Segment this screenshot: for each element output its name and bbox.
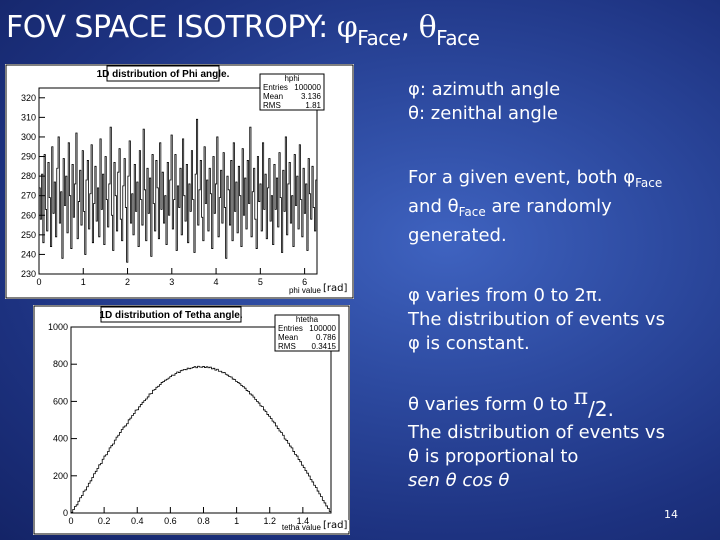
title-sub-face-2: Face	[436, 26, 480, 50]
paragraph-phi-range: φ varies from 0 to 2π. The distribution …	[408, 284, 665, 356]
theta-x-tick-label: 0.4	[131, 516, 144, 526]
theta-histogram-panel: 1D distribution of Tetha angle. 0 200 400 60…	[33, 305, 350, 535]
phi-x-tick-label: 5	[258, 277, 263, 287]
page-number: 14	[664, 508, 678, 521]
p1-line2: and θFace are randomly	[408, 195, 662, 224]
phi-y-tick-label: 320	[21, 93, 36, 103]
theta-frame	[33, 305, 350, 535]
phi-chart-title: 1D distribution of Phi angle.	[97, 69, 230, 80]
p1-phi: φ	[623, 167, 636, 188]
p2-line2: The distribution of events vs	[408, 309, 665, 330]
phi-histogram-panel: 1D distribution of Phi angle. 230 240 250 26…	[5, 64, 354, 299]
phi-title-box	[106, 65, 220, 82]
theta-stats-box	[274, 314, 340, 352]
theta-y-tick-label: 800	[53, 359, 68, 369]
p3-pi: π	[573, 385, 589, 410]
theta-x-tick-label: 1.2	[263, 516, 276, 526]
p3-line1: θ varies form 0 to π/2.	[408, 385, 665, 422]
phi-histogram-series	[38, 118, 318, 274]
phi-y-tick-label: 230	[21, 269, 36, 279]
title-sep: ,	[400, 10, 419, 45]
p1-sub-face-2: Face	[458, 205, 486, 219]
phi-y-tick-label: 250	[21, 230, 36, 240]
title-sub-face-1: Face	[357, 26, 401, 50]
phi-x-tick-label: 0	[36, 277, 41, 287]
theta-stats-key: Entries	[278, 324, 303, 333]
theta-y-tick-label: 1000	[48, 322, 68, 332]
p3-denominator: /2.	[588, 397, 614, 421]
phi-stats-value: 3.136	[301, 92, 322, 101]
phi-y-tick-label: 270	[21, 191, 36, 201]
phi-x-tick-label: 1	[81, 277, 86, 287]
phi-x-axis-label: phi value	[289, 286, 322, 295]
phi-x-tick-label: 2	[125, 277, 130, 287]
theta-histogram-chart: 1D distribution of Tetha angle. 0 200 400 60…	[33, 305, 350, 535]
phi-y-tick-label: 260	[21, 210, 36, 220]
theta-y-tick-label: 400	[53, 434, 68, 444]
theta-y-tick-label: 600	[53, 396, 68, 406]
phi-y-tick-label: 290	[21, 152, 36, 162]
phi-definition: φ: azimuth angle	[408, 79, 561, 100]
theta-stats-key: RMS	[278, 342, 296, 351]
paragraph-theta-range: θ varies form 0 to π/2. The distribution…	[408, 386, 665, 493]
p1-sub-face-1: Face	[635, 176, 663, 190]
p3-line3: θ is proportional to	[408, 446, 579, 467]
theta-rad-unit: [rad]	[321, 520, 350, 531]
theta-stats-name: htetha	[296, 315, 319, 324]
phi-stats-key: Entries	[263, 83, 288, 92]
p1-line3: generated.	[408, 225, 507, 246]
p3-line2: The distribution of events vs	[408, 422, 665, 443]
title-main: FOV SPACE ISOTROPY:	[6, 10, 337, 45]
phi-y-tick-label: 300	[21, 132, 36, 142]
theta-stats-value: 100000	[309, 324, 336, 333]
theta-title-box	[100, 306, 242, 323]
phi-y-tick-label: 240	[21, 249, 36, 259]
phi-x-tick-label: 3	[169, 277, 174, 287]
paragraph-random: For a given event, both φFace and θFace …	[408, 166, 662, 248]
phi-x-tick-label: 4	[214, 277, 219, 287]
theta-y-tick-label: 0	[63, 508, 68, 518]
p3-line4: sen θ cos θ	[408, 470, 510, 491]
p1-text-c: are randomly	[485, 196, 612, 217]
theta-x-tick-label: 0.8	[197, 516, 210, 526]
phi-histogram-chart: 1D distribution of Phi angle.23024025026…	[5, 64, 354, 299]
theta-x-tick-label: 0.2	[98, 516, 111, 526]
theta-x-tick-label: 0.6	[164, 516, 177, 526]
phi-plot-area	[38, 87, 318, 275]
definitions: φ: azimuth angle θ: zenithal angle	[408, 78, 560, 126]
p2-line3: φ is constant.	[408, 333, 530, 354]
theta-stats-value: 0.786	[316, 333, 337, 342]
p1-text-a: For a given event, both	[408, 167, 624, 188]
phi-y-tick-label: 310	[21, 112, 36, 122]
phi-stats-key: RMS	[263, 101, 281, 110]
theta-definition: θ: zenithal angle	[408, 103, 558, 124]
title-theta: θ	[418, 10, 437, 45]
slide-title: FOV SPACE ISOTROPY: φFace, θFace	[6, 10, 480, 50]
phi-x-tick-label: 6	[302, 277, 307, 287]
phi-stats-name: hphi	[284, 74, 299, 83]
title-phi: φ	[336, 10, 358, 45]
theta-plot-area	[70, 326, 332, 514]
phi-stats-value: 1.81	[305, 101, 321, 110]
theta-stats-value: 0.3415	[312, 342, 337, 351]
phi-stats-value: 100000	[294, 83, 321, 92]
theta-x-tick-label: 1.4	[297, 516, 310, 526]
theta-x-tick-label: 1	[234, 516, 239, 526]
p1-text-b: and	[408, 196, 448, 217]
theta-x-tick-label: 0	[68, 516, 73, 526]
p3-text-a: θ varies form 0 to	[408, 394, 574, 415]
phi-stats-key: Mean	[263, 92, 283, 101]
theta-chart-title: 1D distribution of Tetha angle.	[99, 310, 242, 321]
phi-y-tick-label: 280	[21, 171, 36, 181]
theta-y-tick-label: 200	[53, 471, 68, 481]
p1-theta: θ	[447, 196, 459, 217]
phi-rad-unit: [rad]	[321, 283, 350, 294]
phi-frame	[5, 64, 354, 299]
theta-x-axis-label: tetha value	[282, 523, 322, 532]
p2-line1: φ varies from 0 to 2π.	[408, 285, 603, 306]
phi-stats-box	[259, 73, 325, 111]
p1-line1: For a given event, both φFace	[408, 166, 662, 195]
theta-histogram-series	[70, 365, 332, 513]
theta-stats-key: Mean	[278, 333, 298, 342]
